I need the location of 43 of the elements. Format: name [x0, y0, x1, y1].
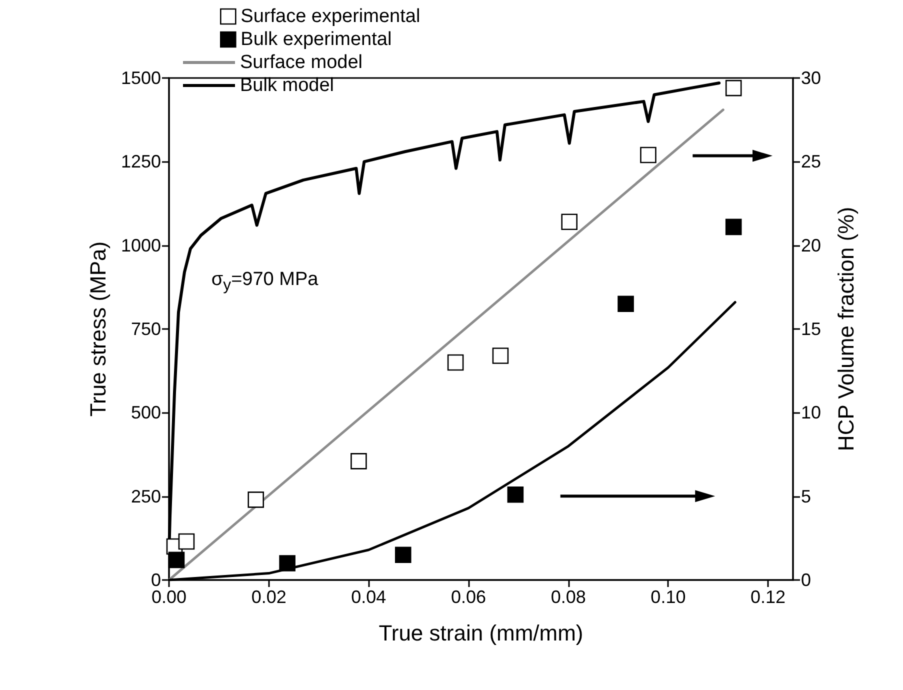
y2-tick-label: 15 — [801, 319, 822, 339]
y2-tick-label: 20 — [801, 235, 822, 256]
y2-tick-label: 25 — [801, 152, 822, 172]
y-tick-label: 1000 — [120, 235, 161, 256]
point — [507, 486, 524, 503]
y-tick-label: 750 — [130, 319, 161, 339]
legend-label: Bulk model — [240, 75, 334, 96]
point — [350, 453, 367, 470]
x-tick-label: 0.08 — [550, 587, 586, 607]
legend-label: Bulk experimental — [240, 29, 392, 50]
x-tick-label: 0.06 — [450, 587, 486, 607]
point — [394, 546, 412, 564]
x-tick-label: 0.10 — [650, 587, 686, 607]
y-tick-label: 1250 — [120, 152, 161, 172]
legend-label: Surface model — [240, 52, 363, 73]
x-tick-label: 0.02 — [251, 587, 286, 607]
point — [447, 354, 464, 371]
y-tick-label: 250 — [130, 486, 161, 506]
y2-tick-label: 0 — [801, 570, 812, 590]
y2-tick-label: 5 — [801, 486, 812, 506]
point — [561, 214, 578, 230]
point — [492, 348, 509, 364]
annotation: σ$_{y}$=970 MPa — [211, 269, 318, 296]
x-tick-label: 0.12 — [750, 587, 786, 607]
point — [725, 80, 742, 96]
x-tick-label: 0.04 — [351, 587, 386, 607]
y2-tick-label: 30 — [801, 68, 822, 88]
y2-tick-label: 10 — [801, 402, 822, 423]
point — [640, 146, 656, 164]
y-axis-title: True stress (MPa) — [86, 241, 110, 417]
y2-axis-title: HCP Volume fraction (%) — [834, 206, 858, 452]
point — [725, 218, 742, 236]
x-axis-title: True strain (mm/mm) — [378, 620, 584, 646]
y-tick-label: 1500 — [120, 68, 161, 88]
legend-label: Surface experimental — [240, 6, 420, 27]
point — [168, 552, 185, 568]
point — [178, 533, 195, 550]
point — [248, 492, 264, 508]
point — [279, 555, 296, 572]
x-tick-label: 0.00 — [151, 587, 187, 607]
y-tick-label: 500 — [130, 402, 161, 423]
y-tick-label: 0 — [150, 570, 161, 590]
point — [618, 296, 634, 312]
